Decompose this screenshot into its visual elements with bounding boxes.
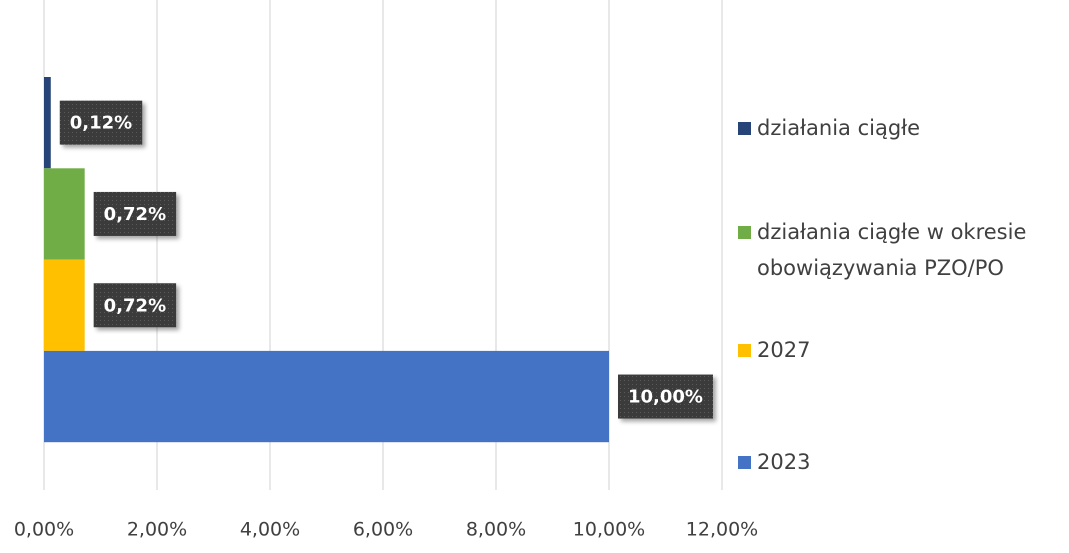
- bar: [44, 168, 85, 260]
- data-label-box: [93, 191, 177, 236]
- bar: [44, 77, 51, 169]
- data-label-box: [59, 100, 143, 145]
- bar: [44, 259, 85, 351]
- data-label-box: [93, 283, 177, 328]
- legend-entry: 2023: [738, 444, 1058, 480]
- x-tick-label: 0,00%: [14, 519, 74, 541]
- x-tick-label: 2,00%: [127, 519, 187, 541]
- data-label: 0,12%: [70, 113, 132, 134]
- legend-swatch: [738, 456, 751, 469]
- legend-swatch: [738, 344, 751, 357]
- legend-label: działania ciągłe w okresie obowiązywania…: [757, 220, 1027, 280]
- x-tick-label: 6,00%: [353, 519, 413, 541]
- x-tick-label: 12,00%: [686, 519, 758, 541]
- legend-swatch: [738, 226, 751, 239]
- x-tick-label: 10,00%: [573, 519, 645, 541]
- legend-entry: działania ciągłe: [738, 110, 1058, 146]
- data-label-box: [618, 374, 713, 419]
- legend-label: 2023: [757, 450, 811, 474]
- legend-label: 2027: [757, 338, 811, 362]
- legend-swatch: [738, 122, 751, 135]
- x-tick-label: 4,00%: [240, 519, 300, 541]
- legend-entry: działania ciągłe w okresie obowiązywania…: [738, 214, 1058, 286]
- data-label: 0,72%: [104, 204, 166, 225]
- legend-entry: 2027: [738, 332, 1058, 368]
- data-label: 10,00%: [628, 387, 703, 408]
- bar: [44, 350, 609, 443]
- x-tick-label: 8,00%: [466, 519, 526, 541]
- data-label: 0,72%: [104, 295, 166, 316]
- legend-label: działania ciągłe: [757, 116, 921, 140]
